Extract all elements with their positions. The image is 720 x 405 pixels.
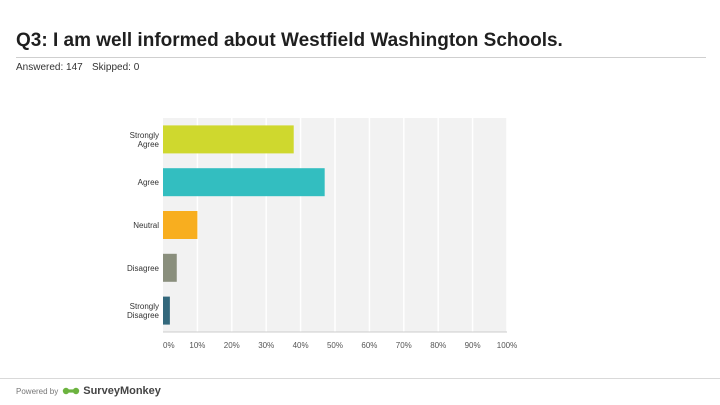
category-label: Neutral <box>133 221 159 230</box>
x-tick-label: 0% <box>163 341 175 350</box>
category-label: Disagree <box>127 264 160 273</box>
footer-divider <box>0 378 720 379</box>
x-tick-label: 90% <box>465 341 481 350</box>
x-tick-label: 20% <box>224 341 240 350</box>
surveymonkey-logo[interactable]: SurveyMonkey <box>62 385 161 397</box>
bar-agree <box>163 168 325 197</box>
x-tick-label: 30% <box>258 341 274 350</box>
answered-count: Answered: 147 <box>16 62 83 73</box>
x-tick-label: 50% <box>327 341 343 350</box>
x-tick-label: 100% <box>497 341 517 350</box>
x-tick-label: 40% <box>293 341 309 350</box>
powered-by-label: Powered by <box>16 386 59 396</box>
bar-neutral <box>163 211 198 239</box>
bar-disagree <box>163 253 177 282</box>
x-tick-label: 70% <box>396 341 412 350</box>
x-tick-label: 80% <box>430 341 446 350</box>
footer: Powered by SurveyMonkey <box>16 383 161 399</box>
bar-strongly-agree <box>163 125 294 154</box>
x-tick-label: 60% <box>361 341 377 350</box>
category-label: Strongly Disagree <box>127 302 160 320</box>
skipped-count: Skipped: 0 <box>92 62 140 73</box>
brand-name: SurveyMonkey <box>83 385 161 397</box>
x-tick-label: 10% <box>189 341 205 350</box>
category-label: Strongly Agree <box>130 131 160 149</box>
monkey-icon <box>63 387 80 395</box>
category-label: Agree <box>138 178 160 187</box>
question-title: Q3: I am well informed about Westfield W… <box>16 30 563 51</box>
bar-strongly-disagree <box>163 296 170 325</box>
header-divider <box>16 57 706 58</box>
